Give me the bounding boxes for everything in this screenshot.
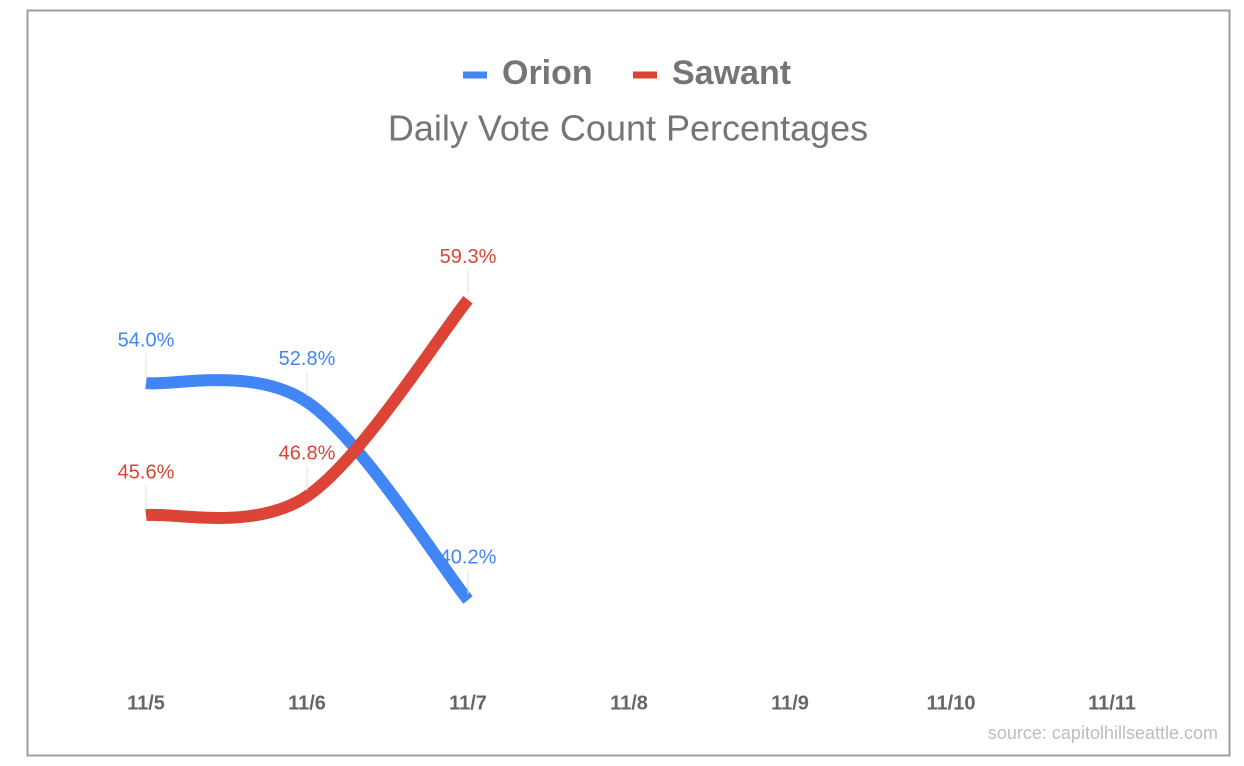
data-label: 52.8% [279, 348, 336, 370]
x-tick-label: 11/5 [127, 692, 165, 714]
x-tick-label: 11/10 [927, 692, 976, 714]
series-line [145, 295, 473, 524]
legend-label: Sawant [672, 54, 791, 92]
data-label: 54.0% [118, 329, 175, 351]
x-tick-label: 11/11 [1088, 692, 1136, 714]
data-label: 46.8% [279, 443, 336, 465]
series-line [145, 374, 473, 604]
data-label: 40.2% [440, 546, 497, 568]
source-note: source: capitolhillseattle.com [988, 723, 1218, 743]
x-tick-label: 11/8 [610, 692, 648, 714]
data-label: 45.6% [118, 461, 175, 483]
chart-title: Daily Vote Count Percentages [388, 108, 868, 149]
legend-label: Orion [502, 54, 593, 92]
x-tick-label: 11/6 [288, 692, 326, 714]
x-tick-label: 11/7 [449, 692, 487, 714]
x-tick-label: 11/9 [771, 692, 809, 714]
data-label: 59.3% [440, 246, 497, 268]
